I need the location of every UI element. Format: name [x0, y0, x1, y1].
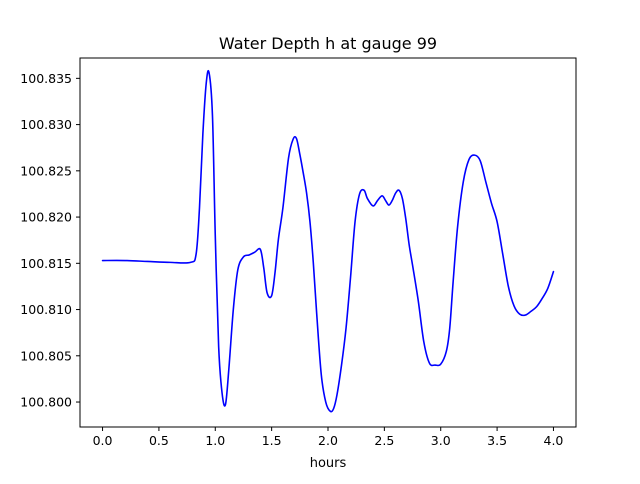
x-tick-label: 1.0 [205, 433, 225, 448]
x-tick-label: 3.5 [487, 433, 507, 448]
x-tick-label: 2.5 [374, 433, 394, 448]
y-tick-label: 100.810 [20, 302, 72, 317]
x-tick-label: 2.0 [318, 433, 338, 448]
y-tick-label: 100.825 [20, 163, 72, 178]
chart-title: Water Depth h at gauge 99 [219, 34, 437, 53]
x-tick-label: 0.5 [149, 433, 169, 448]
y-tick-label: 100.835 [20, 71, 72, 86]
x-tick-label: 4.0 [544, 433, 564, 448]
y-tick-label: 100.805 [20, 348, 72, 363]
series-line-water-depth [101, 69, 555, 413]
y-tick-label: 100.820 [20, 210, 72, 225]
plot-area-frame [79, 57, 577, 428]
y-tick-label: 100.800 [20, 395, 72, 410]
x-tick-label: 0.0 [93, 433, 113, 448]
y-tick-label: 100.815 [20, 256, 72, 271]
x-axis-ticks: 0.0 0.5 1.0 1.5 2.0 2.5 3.0 3.5 4.0 [93, 427, 564, 448]
x-axis-label: hours [310, 456, 347, 471]
x-tick-label: 1.5 [262, 433, 282, 448]
y-tick-label: 100.830 [20, 117, 72, 132]
y-axis-ticks: 100.800 100.805 100.810 100.815 100.820 100.8… [20, 71, 80, 410]
x-tick-label: 3.0 [431, 433, 451, 448]
